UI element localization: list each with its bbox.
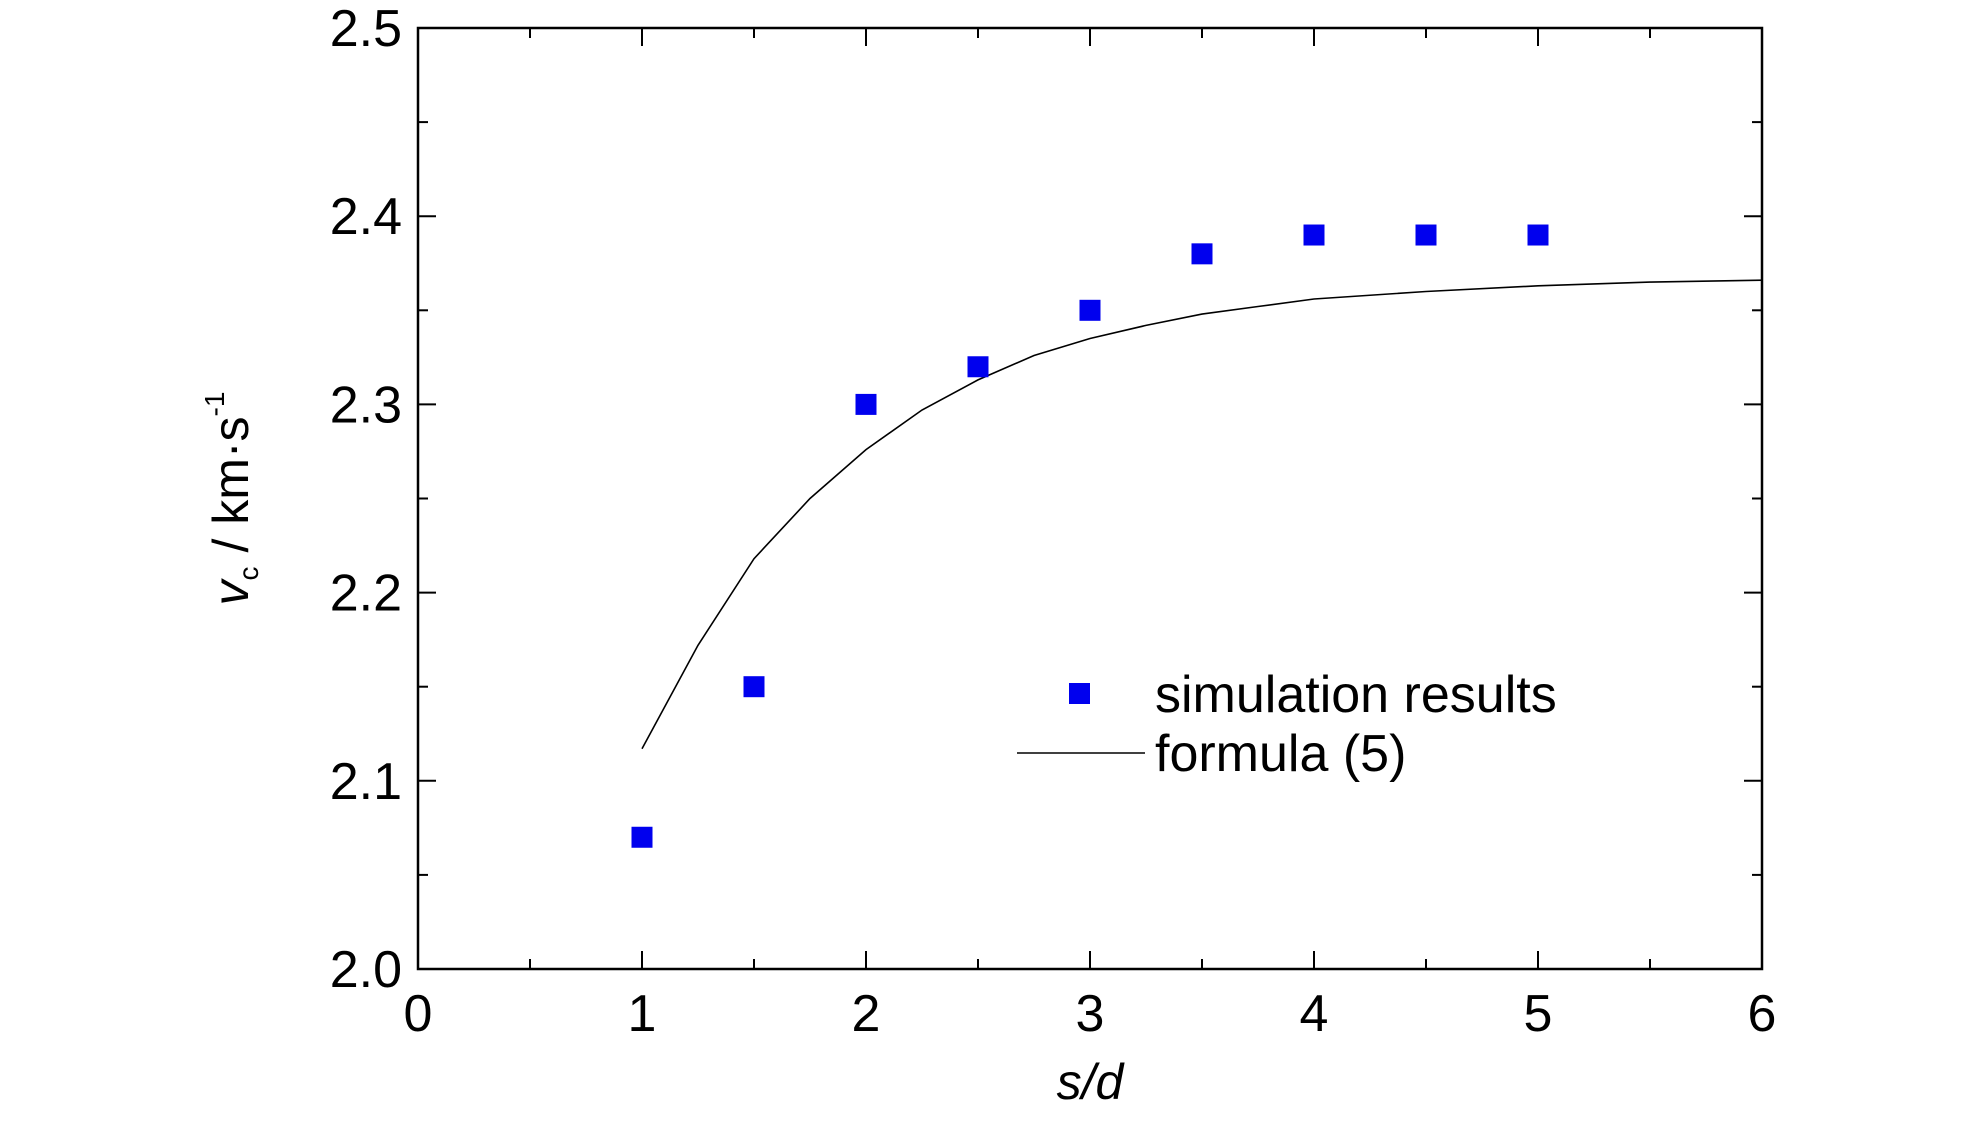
x-tick-label: 2: [852, 985, 881, 1043]
major-ticks: [417, 27, 1763, 970]
simulation-point: [1303, 224, 1325, 246]
minor-ticks: [418, 28, 1762, 969]
legend-label-simulation: simulation results: [1155, 666, 1557, 724]
y-tick-label: 2.2: [330, 565, 402, 623]
y-tick-label: 2.5: [330, 0, 402, 58]
legend: simulation results formula (5): [1017, 666, 1557, 783]
x-tick-label: 6: [1748, 985, 1777, 1043]
simulation-point: [1079, 299, 1101, 321]
simulation-point: [631, 826, 653, 848]
y-axis-subscript: c: [233, 566, 264, 580]
x-tick-label: 0: [404, 985, 433, 1043]
legend-label-formula: formula (5): [1155, 725, 1406, 783]
x-tick-label: 4: [1300, 985, 1329, 1043]
y-tick-label: 2.0: [330, 941, 402, 999]
x-tick-label: 1: [628, 985, 657, 1043]
series-layer: [631, 224, 1763, 848]
tick-labels: 0 1 2 3 4 5 6 2.0 2.1 2.2 2.3 2.4 2.5: [330, 0, 1777, 1043]
y-axis-label: vc / km·s-1: [199, 392, 264, 606]
x-axis-label: s/d: [1057, 1054, 1126, 1110]
y-axis-symbol: v: [203, 577, 259, 605]
legend-marker-simulation: [1069, 683, 1090, 704]
y-axis-unit: / km·s: [203, 416, 259, 566]
x-tick-label: 5: [1524, 985, 1553, 1043]
y-tick-label: 2.4: [330, 188, 402, 246]
y-axis-superscript: -1: [199, 392, 230, 417]
formula-line: [641, 279, 1763, 750]
y-tick-label: 2.1: [330, 753, 402, 811]
simulation-point: [743, 676, 765, 698]
simulation-point: [1527, 224, 1549, 246]
x-tick-label: 3: [1076, 985, 1105, 1043]
y-tick-label: 2.3: [330, 376, 402, 434]
simulation-point: [1415, 224, 1437, 246]
simulation-point: [855, 393, 877, 415]
plot-frame: [416, 26, 1764, 971]
simulation-point: [1191, 243, 1213, 265]
simulation-point: [967, 356, 989, 378]
